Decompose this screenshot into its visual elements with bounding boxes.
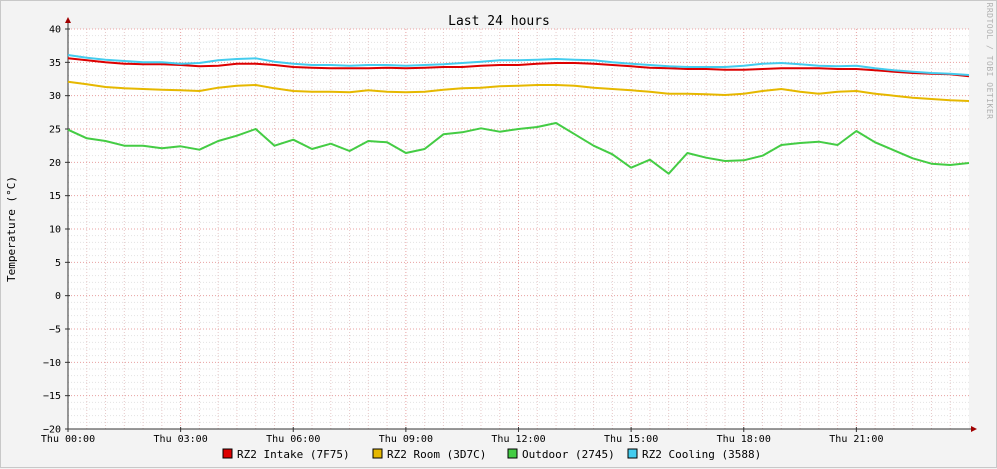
y-tick-label: −10 bbox=[43, 358, 61, 369]
legend-swatch bbox=[627, 448, 638, 459]
legend-item-2: Outdoor (2745) bbox=[507, 448, 615, 461]
series-line-1 bbox=[67, 80, 970, 102]
grid bbox=[67, 28, 969, 430]
y-tick-label: 40 bbox=[49, 25, 61, 36]
y-tick-label: −5 bbox=[49, 325, 61, 336]
y-tick-label: 15 bbox=[49, 191, 61, 202]
watermark: RRDTOOL / TOBI OETIKER bbox=[985, 3, 994, 120]
legend-swatch bbox=[507, 448, 518, 459]
x-tick-label: Thu 06:00 bbox=[266, 434, 320, 445]
chart-title: Last 24 hours bbox=[448, 14, 550, 29]
y-tick-label: 30 bbox=[49, 91, 61, 102]
x-axis-arrow bbox=[971, 426, 977, 432]
x-tick-label: Thu 15:00 bbox=[604, 434, 658, 445]
axes bbox=[65, 17, 977, 432]
y-tick-label: 35 bbox=[49, 58, 61, 69]
x-tick-label: Thu 09:00 bbox=[379, 434, 433, 445]
series-line-3 bbox=[67, 54, 970, 76]
series-line-0 bbox=[67, 57, 970, 78]
x-tick-label: Thu 12:00 bbox=[491, 434, 545, 445]
legend-swatch bbox=[372, 448, 383, 459]
legend-label: Outdoor (2745) bbox=[522, 448, 615, 461]
y-tick-label: −15 bbox=[43, 391, 61, 402]
x-tick-labels: Thu 00:00 Thu 03:00 Thu 06:00 Thu 09:00 Thu … bbox=[41, 434, 884, 445]
y-tick-labels: −20 −15 −10 −5 0 5 10 15 20 25 30 35 40 bbox=[43, 25, 61, 436]
legend-item-0: RZ2 Intake (7F75) bbox=[222, 448, 350, 461]
y-tick-label: 25 bbox=[49, 125, 61, 136]
x-tick-label: Thu 21:00 bbox=[829, 434, 883, 445]
y-tick-label: −20 bbox=[43, 425, 61, 436]
legend-label: RZ2 Intake (7F75) bbox=[237, 448, 350, 461]
y-axis-label: Temperature (°C) bbox=[5, 176, 18, 282]
y-tick-label: 20 bbox=[49, 158, 61, 169]
x-tick-label: Thu 03:00 bbox=[154, 434, 208, 445]
legend-item-1: RZ2 Room (3D7C) bbox=[372, 448, 486, 461]
series-lines bbox=[67, 54, 970, 175]
legend-label: RZ2 Room (3D7C) bbox=[387, 448, 486, 461]
x-tick-label: Thu 00:00 bbox=[41, 434, 95, 445]
series-line-2 bbox=[67, 122, 970, 175]
y-tick-label: 0 bbox=[55, 291, 61, 302]
legend-item-3: RZ2 Cooling (3588) bbox=[627, 448, 761, 461]
y-axis-arrow bbox=[65, 17, 71, 23]
y-tick-label: 10 bbox=[49, 225, 61, 236]
x-tick-label: Thu 18:00 bbox=[717, 434, 771, 445]
y-tick-label: 5 bbox=[55, 258, 61, 269]
legend-swatch bbox=[222, 448, 233, 459]
legend-label: RZ2 Cooling (3588) bbox=[642, 448, 761, 461]
legend: RZ2 Intake (7F75) RZ2 Room (3D7C) Outdoor … bbox=[222, 448, 761, 461]
